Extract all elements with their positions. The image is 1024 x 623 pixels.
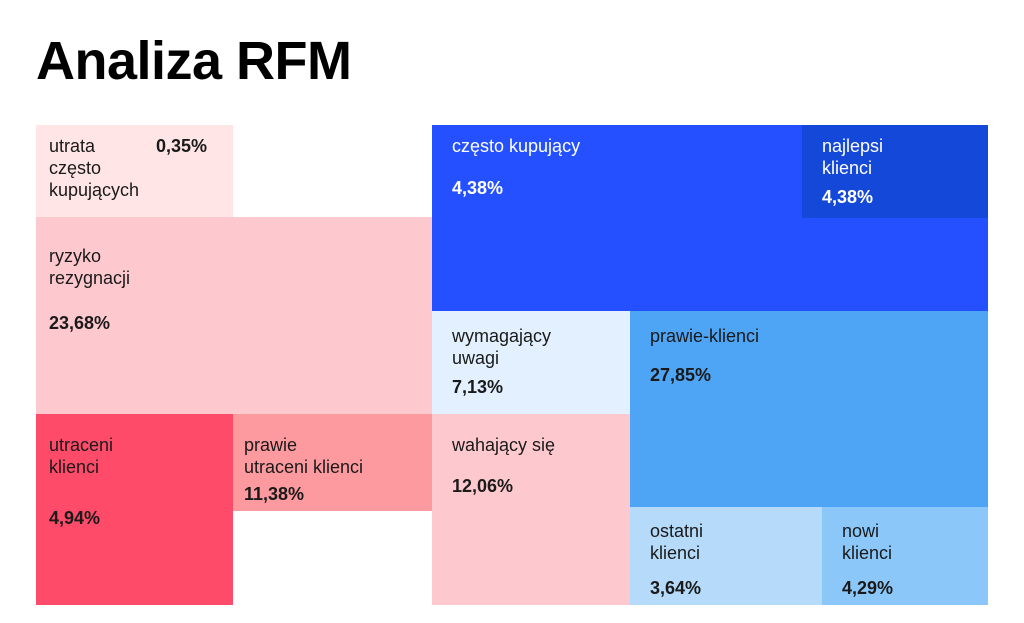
segment-label: wymagający uwagi (452, 326, 552, 368)
segment-label: nowi klienci (842, 521, 893, 563)
segment-value: 4,29% (842, 578, 894, 598)
segment-value: 4,94% (49, 508, 101, 528)
cell-ostatni-klienci: ostatni klienci 3,64% (630, 507, 822, 605)
segment-label: często kupujący (452, 136, 581, 156)
cell-prawie-utraceni-klienci: prawie utraceni klienci 11,38% (233, 414, 432, 511)
segment-label: ryzyko rezygnacji (49, 246, 131, 288)
segment-label: prawie-klienci (650, 326, 760, 346)
segment-label: najlepsi klienci (822, 136, 884, 178)
cell-najlepsi-klienci: najlepsi klienci 4,38% (802, 125, 988, 218)
segment-label: prawie utraceni klienci (244, 435, 364, 477)
segment-value: 12,06% (452, 476, 514, 496)
segment-value: 7,13% (452, 377, 504, 397)
cell-utraceni-klienci: utraceni klienci 4,94% (36, 414, 233, 605)
segment-value: 3,64% (650, 578, 702, 598)
segment-label: wahający się (452, 435, 556, 455)
segment-value: 4,38% (822, 187, 874, 207)
segment-value: 11,38% (244, 484, 305, 504)
segment-value: 0,35% (156, 136, 208, 156)
segment-label: utraceni klienci (49, 435, 114, 477)
cell-ryzyko-rezygnacji: ryzyko rezygnacji 23,68% (36, 217, 432, 414)
segment-value: 23,68% (49, 313, 111, 333)
cell-utrata-czesto-kupujacych: utrata często kupujących 0,35% (36, 125, 233, 217)
treemap: ryzyko rezygnacji 23,68% utrata często kup… (36, 125, 988, 605)
cell-wymagajacy-uwagi: wymagający uwagi 7,13% (432, 311, 630, 414)
segment-label: utrata często kupujących (49, 136, 140, 200)
chart-title: Analiza RFM (36, 31, 352, 91)
segment-label: ostatni klienci (650, 521, 704, 563)
cell-nowi-klienci: nowi klienci 4,29% (822, 507, 988, 605)
cell-wahajacy-sie: wahający się 12,06% (432, 414, 630, 605)
cell-prawie-klienci: prawie-klienci 27,85% (630, 311, 988, 507)
segment-value: 4,38% (452, 178, 504, 198)
segment-value: 27,85% (650, 365, 712, 385)
